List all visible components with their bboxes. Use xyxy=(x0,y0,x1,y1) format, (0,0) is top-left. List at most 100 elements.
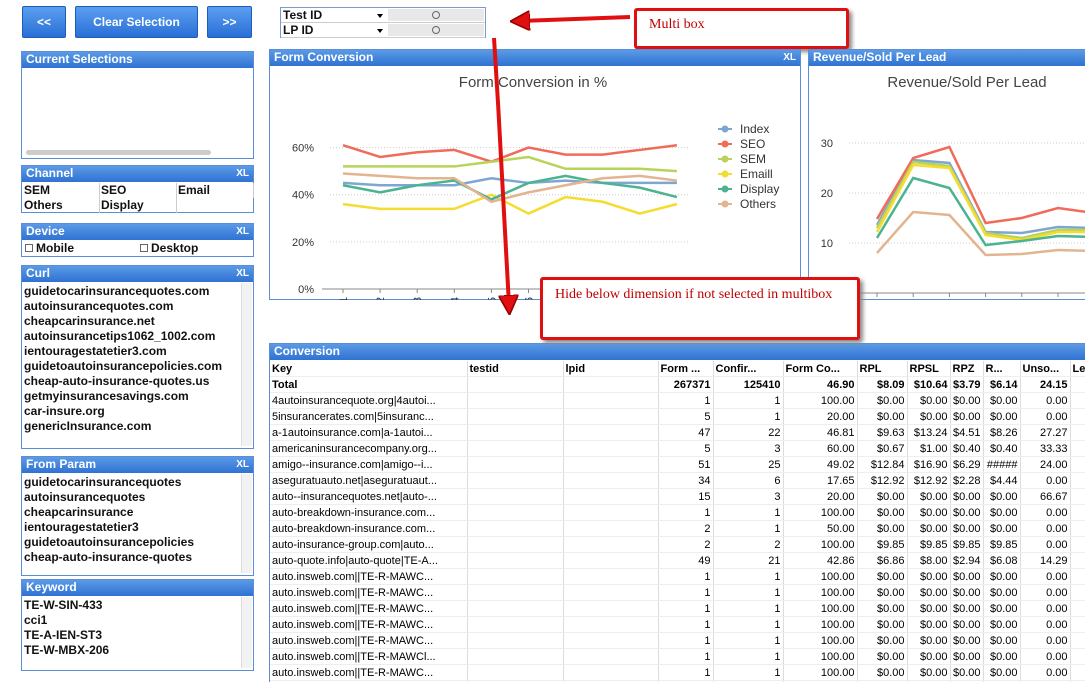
cell: $0.00 xyxy=(907,568,951,585)
panel-title: Device xyxy=(26,224,65,238)
list-item[interactable]: cci1 xyxy=(24,613,48,627)
cell: Form Co... xyxy=(783,361,858,377)
cell: 5 xyxy=(658,440,714,457)
cell: $0.00 xyxy=(907,616,951,633)
list-item[interactable]: autoinsurancequotes xyxy=(24,490,146,504)
scrollbar[interactable] xyxy=(241,283,252,446)
list-item[interactable]: SEO xyxy=(101,183,177,198)
list-item[interactable]: guidetoautoinsurancepolicies.com xyxy=(24,359,223,373)
export-xl[interactable]: XL xyxy=(236,268,249,279)
data-row: auto-quote.info|auto-quote|TE-A... 49 21 42… xyxy=(270,552,1085,569)
cell xyxy=(1070,632,1085,649)
list-item[interactable]: cheapcarinsurance.net xyxy=(24,314,155,328)
cell: $0.00 xyxy=(857,680,908,682)
nav-button[interactable]: << xyxy=(22,6,66,38)
scrollbar[interactable] xyxy=(241,474,252,573)
list-item[interactable]: cheapcarinsurance xyxy=(24,505,134,519)
cell: 1 xyxy=(658,616,714,633)
list-item[interactable]: autoinsurancetips1062_1002.com xyxy=(24,329,216,343)
cell: $0.00 xyxy=(983,600,1021,617)
cell: 42.86 xyxy=(783,552,858,569)
list-item[interactable]: SEM xyxy=(24,183,100,198)
cell: 100.00 xyxy=(783,664,858,681)
legend-marker xyxy=(721,140,729,148)
cell: $6.08 xyxy=(983,552,1021,569)
list-item[interactable]: cheap-auto-insurance-quotes.us xyxy=(24,374,210,388)
list-item[interactable]: Desktop xyxy=(151,241,199,255)
panel-title: Form Conversion xyxy=(274,50,374,64)
x-tick-label: 15 xyxy=(486,297,498,300)
cell xyxy=(467,472,564,489)
cell: 0.00 xyxy=(1020,584,1071,601)
cell: $6.29 xyxy=(950,456,984,473)
export-xl[interactable]: XL xyxy=(783,52,796,63)
cell: 1 xyxy=(658,680,714,682)
chart: Revenue/Sold Per Lead1020301112131415 xyxy=(821,74,1085,297)
list-item[interactable]: TE-W-MBX-206 xyxy=(24,643,110,657)
cell xyxy=(563,456,659,473)
x-tick-label: 14 xyxy=(449,297,461,300)
dropdown-arrow[interactable] xyxy=(377,14,383,18)
cell: 0.00 xyxy=(1020,568,1071,585)
cell xyxy=(563,536,659,553)
list-item[interactable]: Others xyxy=(24,198,100,213)
list-item[interactable]: car-insure.org xyxy=(24,404,105,418)
data-row: auto-insurance-group.com|auto... 2 2 100.00… xyxy=(270,536,1085,553)
list-item[interactable]: Email xyxy=(178,183,254,198)
list-item[interactable]: genericInsurance.com xyxy=(24,419,152,433)
cell: 3 xyxy=(713,488,784,505)
list-item[interactable]: TE-W-SIN-433 xyxy=(24,598,103,612)
list-item[interactable]: Display xyxy=(101,198,177,213)
export-xl[interactable]: XL xyxy=(236,168,249,179)
cell: 24.00 xyxy=(1020,456,1071,473)
x-tick-label: 13 xyxy=(412,297,424,300)
y-tick-label: 60% xyxy=(292,143,314,155)
dropdown-arrow[interactable] xyxy=(377,29,383,33)
list-item[interactable]: guidetoautoinsurancepolicies xyxy=(24,535,195,549)
cell: $0.00 xyxy=(907,392,951,409)
list-item[interactable]: Mobile xyxy=(36,241,74,255)
export-xl[interactable]: XL xyxy=(236,226,249,237)
panel-title: Conversion xyxy=(274,344,341,358)
panel-header: Conversion xyxy=(270,344,1085,360)
cell xyxy=(563,552,659,569)
cell: 1 xyxy=(658,648,714,665)
cell: $0.00 xyxy=(907,600,951,617)
cell xyxy=(467,392,564,409)
series-line xyxy=(875,145,1085,225)
cell: auto.insweb.com||TE-R-MAWC... xyxy=(270,568,468,585)
h-scrollbar[interactable] xyxy=(26,150,211,155)
cell: 25 xyxy=(713,456,784,473)
cell: $0.00 xyxy=(983,584,1021,601)
cell xyxy=(467,536,564,553)
cell: $9.85 xyxy=(983,536,1021,553)
cell xyxy=(1070,376,1085,393)
cell: 1 xyxy=(658,568,714,585)
nav-button[interactable]: Clear Selection xyxy=(75,6,198,38)
list-item[interactable]: TE-A-IEN-ST3 xyxy=(24,628,102,642)
list-item[interactable]: ientouragestatetier3.com xyxy=(24,344,167,358)
panel-header: Revenue/Sold Per Lead xyxy=(809,50,1085,66)
cell: $0.67 xyxy=(857,440,908,457)
cell: $2.28 xyxy=(950,472,984,489)
list-item[interactable]: guidetocarinsurancequotes xyxy=(24,475,182,489)
list-item[interactable]: cheap-auto-insurance-quotes xyxy=(24,550,193,564)
cell: 1 xyxy=(713,568,784,585)
cell xyxy=(1070,568,1085,585)
list-item[interactable]: autoinsurancequotes.com xyxy=(24,299,174,313)
cell: $0.00 xyxy=(950,504,984,521)
cell: $0.00 xyxy=(857,616,908,633)
cell: $13.24 xyxy=(907,424,951,441)
list-item[interactable]: guidetocarinsurancequotes.com xyxy=(24,284,210,298)
cell: $8.09 xyxy=(857,376,908,393)
export-xl[interactable]: XL xyxy=(236,459,249,470)
panel-header: Current Selections xyxy=(22,52,253,68)
checkbox[interactable] xyxy=(140,244,148,252)
list-item[interactable]: getmyinsurancesavings.com xyxy=(24,389,189,403)
scrollbar[interactable] xyxy=(241,597,252,668)
cell xyxy=(1070,600,1085,617)
nav-button[interactable]: >> xyxy=(207,6,252,38)
list-item[interactable]: ientouragestatetier3 xyxy=(24,520,139,534)
cell: 0.00 xyxy=(1020,520,1071,537)
checkbox[interactable] xyxy=(25,244,33,252)
